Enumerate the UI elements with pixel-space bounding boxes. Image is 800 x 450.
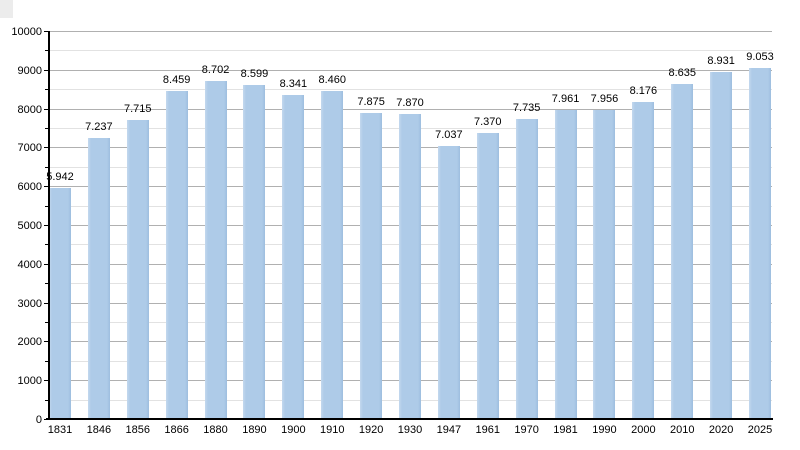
y-axis-tick: [44, 341, 49, 342]
bar-1947: [438, 146, 460, 419]
bar-value-label: 7.735: [512, 102, 541, 114]
x-axis-label: 1831: [47, 424, 73, 436]
bar-value-label: 9.053: [746, 51, 774, 63]
y-axis-label: 4000: [17, 259, 42, 271]
bar-1981: [555, 110, 577, 419]
x-axis-label: 1930: [397, 424, 423, 436]
y-axis-tick: [44, 264, 49, 265]
y-axis-tick: [45, 283, 49, 284]
bar-value-label: 8.341: [279, 78, 308, 90]
bar-1866: [166, 91, 188, 419]
y-axis-tick: [45, 206, 49, 207]
bar-value-label: 8.459: [162, 74, 191, 86]
bar-value-label: 7.370: [474, 116, 502, 128]
bar-2025: [749, 68, 771, 419]
x-axis-label: 2010: [669, 424, 695, 436]
x-axis-label: 2020: [708, 424, 734, 436]
y-axis-label: 7000: [17, 142, 42, 154]
y-axis-tick: [45, 244, 49, 245]
y-axis-label: 3000: [17, 298, 42, 310]
bar-1990: [593, 110, 615, 419]
y-axis-tick: [45, 128, 49, 129]
bar-value-label: 7.875: [357, 96, 385, 108]
corner-artifact: [0, 0, 13, 18]
y-axis-tick: [44, 147, 49, 148]
y-gridline-major: [49, 109, 772, 110]
bar-value-label: 7.037: [435, 129, 463, 141]
bar-1910: [321, 91, 343, 419]
y-axis-label: 1000: [17, 375, 42, 387]
y-gridline-minor: [49, 50, 772, 51]
x-axis-label: 1990: [592, 424, 617, 436]
y-gridline-minor: [49, 89, 772, 90]
bar-value-label: 8.176: [629, 85, 658, 97]
x-axis-label: 1910: [319, 424, 345, 436]
x-axis-label: 1961: [475, 424, 501, 436]
y-axis-tick: [44, 31, 49, 32]
x-axis-label: 1880: [203, 424, 228, 436]
bar-value-label: 8.931: [707, 55, 735, 67]
y-axis-tick: [44, 225, 49, 226]
bar-1880: [205, 81, 227, 419]
bar-2020: [710, 72, 732, 419]
x-axis-label: 1846: [86, 424, 112, 436]
y-axis-label: 5000: [17, 220, 42, 232]
bar-value-label: 8.460: [318, 74, 346, 86]
y-gridline-major: [49, 31, 772, 32]
y-axis-tick: [44, 303, 49, 304]
x-axis-label: 1866: [164, 424, 189, 436]
y-axis-label: 8000: [17, 104, 42, 116]
y-axis-label: 0: [35, 414, 42, 426]
bar-1920: [360, 113, 382, 419]
bar-value-label: 7.870: [396, 97, 424, 109]
bar-value-label: 8.599: [240, 68, 269, 80]
bar-value-label: 7.961: [551, 93, 580, 105]
y-axis-tick: [45, 167, 49, 168]
bar-value-label: 8.702: [201, 64, 230, 76]
bar-value-label: 7.715: [124, 103, 152, 115]
bar-2010: [671, 84, 693, 419]
bar-value-label: 8.635: [668, 67, 696, 79]
y-axis-tick: [45, 361, 49, 362]
x-axis-label: 1947: [436, 424, 462, 436]
bar-value-label: 7.237: [85, 121, 113, 133]
y-axis-tick: [44, 186, 49, 187]
bar-1930: [399, 114, 421, 419]
x-axis-label: 2025: [747, 424, 773, 436]
x-axis-label: 1900: [281, 424, 306, 436]
x-axis-label: 1970: [514, 424, 539, 436]
y-axis-tick: [45, 89, 49, 90]
y-axis-label: 10000: [11, 26, 42, 38]
bar-value-label: 5.942: [46, 171, 74, 183]
x-axis-line: [46, 418, 773, 420]
y-axis-tick: [45, 400, 49, 401]
bar-1890: [243, 85, 265, 419]
y-axis-label: 9000: [17, 65, 42, 77]
bar-1856: [127, 120, 149, 419]
bar-1970: [516, 119, 538, 419]
bar-2000: [632, 102, 654, 419]
x-axis-label: 1890: [242, 424, 267, 436]
x-axis-label: 1856: [125, 424, 151, 436]
y-axis-tick: [44, 70, 49, 71]
y-gridline-major: [49, 70, 772, 71]
y-axis-tick: [45, 322, 49, 323]
y-axis-tick: [44, 109, 49, 110]
bar-1846: [88, 138, 110, 419]
y-axis-line: [48, 31, 50, 420]
bar-value-label: 7.956: [590, 93, 619, 105]
y-axis-tick: [44, 380, 49, 381]
y-axis-tick: [45, 50, 49, 51]
y-axis-label: 6000: [17, 181, 42, 193]
bar-1961: [477, 133, 499, 419]
bar-1831: [49, 188, 71, 419]
y-axis-label: 2000: [17, 336, 42, 348]
x-axis-label: 2000: [631, 424, 656, 436]
bar-1900: [282, 95, 304, 419]
x-axis-label: 1920: [358, 424, 384, 436]
x-axis-label: 1981: [553, 424, 578, 436]
